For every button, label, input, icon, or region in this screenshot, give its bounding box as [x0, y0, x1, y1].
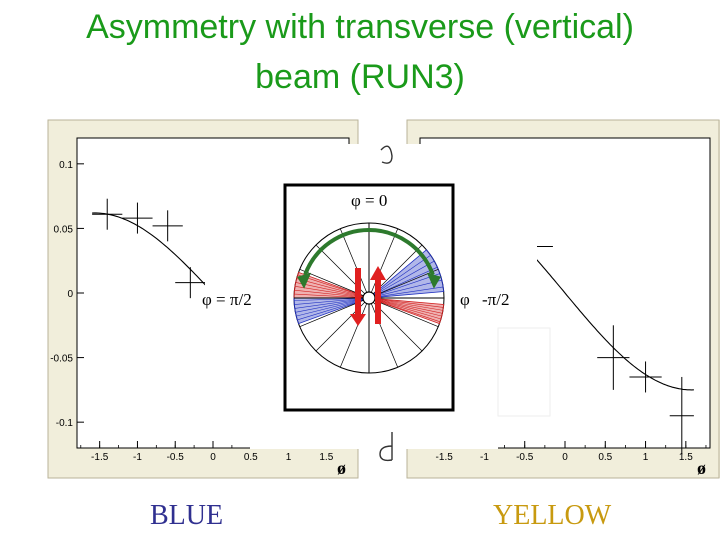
title-line-1: Asymmetry with transverse (vertical) [86, 8, 634, 46]
right-x-tick-label: 0 [562, 452, 568, 463]
green-arc-arrow [303, 228, 435, 276]
left-y-tick-label: 0.1 [59, 160, 73, 171]
right-data-point [597, 325, 630, 390]
overlay-diagram: φ = 0 φ = π/2 φ -π/2 [202, 144, 551, 462]
right-x-tick-label: -1.5 [436, 452, 454, 463]
caption-blue: BLUE [150, 500, 224, 531]
red-arrow-up-shaft [375, 278, 381, 324]
sector-right-upper-hatch [368, 286, 444, 299]
right-x-tick-label: 0.5 [598, 452, 612, 463]
left-x-tick-label: -0.5 [167, 452, 185, 463]
left-x-tick-label: -1.5 [91, 452, 109, 463]
left-data-point [175, 267, 206, 299]
left-x-tick-label: 1.5 [319, 452, 333, 463]
right-data-point [669, 376, 694, 455]
phi-plus-label: φ = π/2 [202, 290, 252, 309]
left-x-tick-label: -1 [133, 452, 142, 463]
left-data-point [122, 202, 153, 234]
title-line-2: beam (RUN3) [255, 58, 465, 96]
green-arrowhead-left [297, 272, 312, 289]
sector-right-lower-hatch [368, 297, 443, 314]
red-arrow-down-shaft [355, 268, 361, 316]
partial-glyph-top [380, 145, 393, 164]
left-x-tick-label: 1 [286, 452, 292, 463]
partial-glyph-bottom [379, 432, 393, 462]
left-y-tick-label: -0.05 [50, 354, 73, 365]
wheel-spoke [339, 297, 370, 368]
wheel-spoke [368, 297, 399, 368]
left-data-point [92, 198, 123, 230]
left-y-tick-label: -0.1 [56, 418, 74, 429]
right-x-tick-label: 1 [643, 452, 649, 463]
left-y-tick-label: 0.05 [54, 224, 74, 235]
right-x-tick-label: -1 [480, 452, 489, 463]
left-x-tick-label: 0 [210, 452, 216, 463]
wheel-center [362, 291, 376, 305]
sector-right-lower-hatch [368, 297, 444, 311]
sector-right-lower-hatch [368, 297, 444, 308]
right-x-tick-label: 1.5 [679, 452, 693, 463]
wheel-spoke [368, 228, 399, 299]
phi-minus-prefix: φ [460, 290, 470, 309]
wheel-spoke [339, 228, 370, 299]
left-x-axis-label: ø [337, 458, 346, 478]
sector-right-upper-hatch [368, 279, 442, 299]
right-data-point [629, 361, 662, 393]
sector-right-lower-hatch [368, 297, 442, 317]
right-x-tick-label: -0.5 [516, 452, 534, 463]
left-y-tick-label: 0 [67, 289, 73, 300]
sector-right-lower-hatch [368, 297, 442, 320]
right-x-axis-label: ø [697, 458, 706, 478]
caption-yellow: YELLOW [493, 500, 612, 531]
red-arrow-down-head [350, 314, 366, 326]
phi-zero-label: φ = 0 [351, 191, 387, 210]
figure-canvas: -1.5 -1 -0.5 0 0.5 1 1.5 0.1 0.05 0 -0.05 -0.1 ø -1… [47, 119, 720, 479]
red-arrow-up-head [370, 266, 386, 280]
overlay-side-box [497, 327, 551, 417]
left-x-tick-label: 0.5 [244, 452, 258, 463]
green-arrowhead-right [426, 272, 441, 289]
left-data-point [152, 210, 183, 242]
azimuth-wheel [293, 222, 445, 374]
left-data-points [92, 198, 206, 299]
phi-minus-label: -π/2 [482, 290, 509, 309]
